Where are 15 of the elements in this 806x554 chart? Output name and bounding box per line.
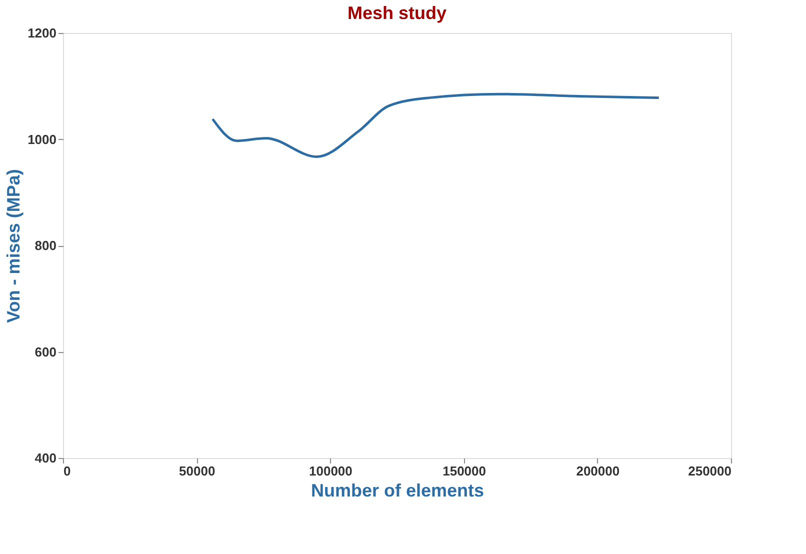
y-tick-label: 400 xyxy=(34,450,56,466)
y-tick-label: 1000 xyxy=(28,132,56,147)
x-tick-label: 250000 xyxy=(688,464,732,478)
x-axis-title: Number of elements xyxy=(310,480,484,500)
y-axis-title: Von - mises (MPa) xyxy=(4,169,24,323)
x-tick-label: 0 xyxy=(64,464,71,478)
y-tick-label: 800 xyxy=(34,238,56,253)
x-tick-label: 200000 xyxy=(576,464,620,478)
x-tick-label: 50000 xyxy=(179,464,216,478)
x-tick-label: 150000 xyxy=(442,464,486,478)
y-tick-label: 1200 xyxy=(28,26,56,40)
line-series xyxy=(211,92,660,158)
chart-title: Mesh study xyxy=(347,3,447,23)
y-tick-label: 600 xyxy=(34,344,56,360)
x-tick-label: 100000 xyxy=(309,464,352,478)
